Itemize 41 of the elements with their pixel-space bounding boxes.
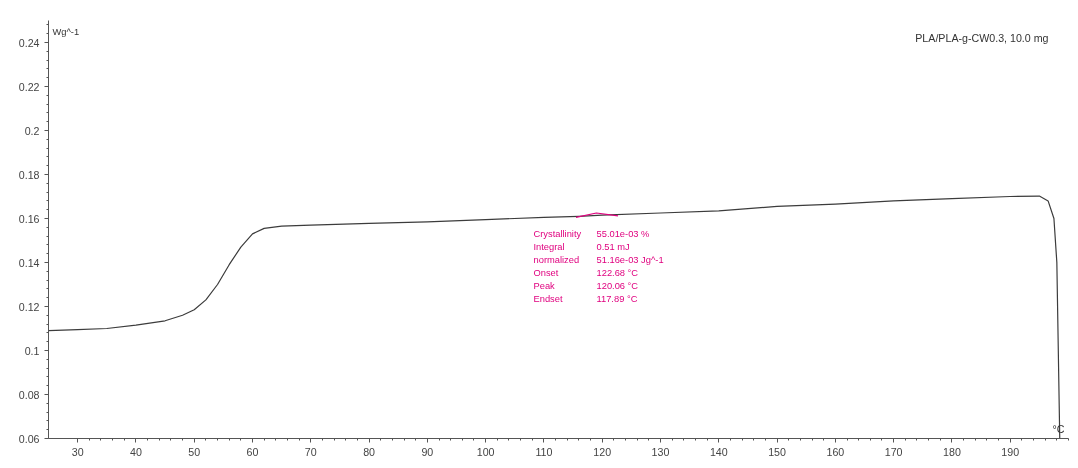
x-tick-label: 40 [130,445,142,458]
annotation: 0.51 mJ [596,241,630,252]
annotation: 51.16e-03 Jg^-1 [596,254,664,265]
x-tick-label: 160 [826,445,845,458]
y-tick-label: 0.16 [18,212,40,225]
x-tick-label: 140 [709,445,728,458]
annotation: Crystallinity [533,228,582,239]
x-tick-label: 60 [246,445,259,458]
annotation: normalized [533,254,580,265]
x-tick-label: 80 [363,445,376,458]
x-tick-label: 170 [884,445,903,458]
y-tick-label: 0.12 [18,300,40,313]
annotation: Integral [533,241,565,252]
y-axis-title: Wg^-1 [52,26,80,37]
y-tick-label: 0.22 [18,80,40,93]
y-tick-label: 0.14 [18,256,40,269]
y-tick-label: 0.18 [18,168,40,181]
x-tick-label: 30 [71,445,84,458]
annotation: 55.01e-03 % [596,228,650,239]
annotation: Endset [533,293,563,304]
x-tick-label: 100 [476,445,495,458]
y-tick-label: 0.24 [18,36,40,49]
x-tick-label: 50 [188,445,201,458]
y-tick-label: 0.08 [18,388,40,401]
annotation: Peak [533,280,556,291]
y-tick-label: 0.2 [24,124,40,137]
annotation: 122.68 °C [596,267,639,278]
annotation: 120.06 °C [596,280,639,291]
text: PLA/PLA-g-CW0.3, 10.0 mg [915,31,1049,44]
x-tick-label: 110 [535,445,553,458]
x-tick-label: 190 [1001,445,1020,458]
annotation: 117.89 °C [596,293,638,304]
x-tick-label: 150 [768,445,787,458]
y-tick-label: 0.06 [18,432,40,445]
y-tick-label: 0.1 [24,344,40,357]
x-tick-label: 120 [593,445,612,458]
x-tick-label: 70 [304,445,317,458]
annotation: Onset [533,267,559,278]
x-tick-label: 130 [651,445,670,458]
x-tick-label: 180 [943,445,961,458]
x-tick-label: 90 [421,445,434,458]
